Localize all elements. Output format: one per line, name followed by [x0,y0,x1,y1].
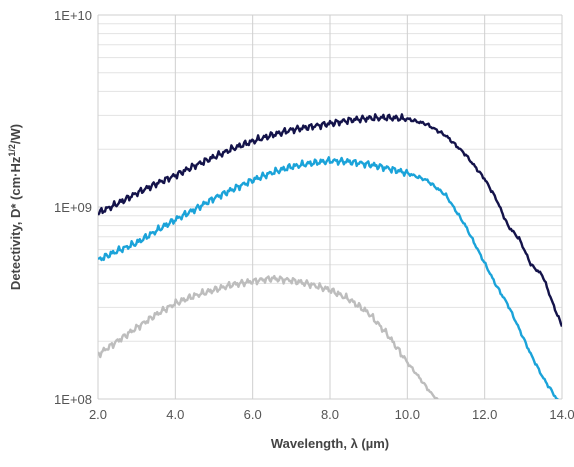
y-tick-label: 1E+09 [54,200,92,215]
x-axis-title: Wavelength, λ (µm) [271,436,389,451]
y-axis-title-main: Detectivity, D* (cm·Hz [8,156,23,290]
y-axis-title-end: /W) [8,124,23,144]
y-tick-label: 1E+08 [54,392,92,407]
series-layer [98,113,562,399]
series-line-3 [98,274,439,399]
x-tick-label: 4.0 [166,407,184,422]
x-tick-label: 2.0 [89,407,107,422]
x-tick-label: 10.0 [395,407,420,422]
x-tick-label: 8.0 [321,407,339,422]
y-tick-label: 1E+10 [54,8,92,23]
y-axis-title-superscript: 1/2 [7,144,17,157]
tick-labels: 2.0 4.0 6.0 8.0 10.0 12.0 14.0 1E+08 1E+09 1E+10 [54,8,574,422]
y-axis-title: Detectivity, D* (cm·Hz1/2/W) [7,124,23,290]
series-line-1 [98,113,562,327]
x-tick-label: 12.0 [472,407,497,422]
grid [97,14,563,400]
series-line-2 [98,156,559,399]
x-tick-label: 14.0 [549,407,574,422]
x-tick-label: 6.0 [244,407,262,422]
